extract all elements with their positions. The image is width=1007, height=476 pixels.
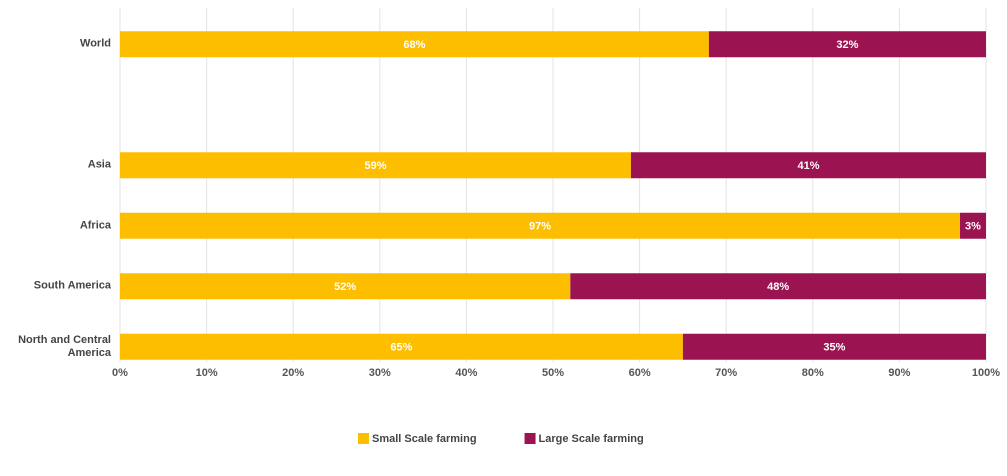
x-tick-label: 0%: [112, 367, 128, 379]
legend-swatch: [524, 433, 536, 444]
y-tick-label: Asia: [87, 158, 111, 171]
x-tick-label: 60%: [629, 367, 651, 379]
x-tick-label: 80%: [802, 367, 824, 379]
x-tick-label: 20%: [282, 367, 304, 379]
x-tick-label: 30%: [369, 367, 391, 379]
data-label: 41%: [797, 160, 819, 172]
y-tick-label: North and Central America: [18, 333, 111, 359]
data-label: 35%: [823, 342, 845, 354]
legend-swatch: [358, 433, 369, 444]
y-tick-label: South America: [33, 279, 111, 292]
x-tick-label: 90%: [888, 367, 910, 379]
data-label: 68%: [403, 39, 425, 51]
bar-segment: [120, 333, 683, 360]
bar-segment: [708, 31, 986, 58]
data-label: 48%: [767, 281, 789, 293]
data-label: 65%: [390, 342, 412, 354]
data-label: 32%: [836, 39, 858, 51]
x-tick-label: 40%: [455, 367, 477, 379]
y-tick-label: Africa: [79, 219, 111, 232]
x-tick-label: 50%: [542, 367, 564, 379]
data-label: 52%: [334, 281, 356, 293]
x-tick-label: 10%: [196, 367, 218, 379]
bar-segment: [960, 212, 986, 239]
bar-segment: [682, 333, 986, 360]
bar-segment: [120, 212, 961, 239]
bar-segment: [120, 273, 571, 300]
data-label: 3%: [965, 221, 981, 233]
data-label: 59%: [364, 160, 386, 172]
legend-label: Small Scale farming: [372, 433, 477, 445]
bar-segment: [120, 152, 631, 179]
data-label: 97%: [529, 221, 551, 233]
bar-segment: [120, 31, 709, 58]
x-tick-label: 100%: [972, 367, 1000, 379]
bar-segment: [570, 273, 986, 300]
y-tick-label: World: [80, 37, 111, 50]
legend-label: Large Scale farming: [539, 433, 644, 445]
bar-segment: [630, 152, 986, 179]
x-tick-label: 70%: [715, 367, 737, 379]
